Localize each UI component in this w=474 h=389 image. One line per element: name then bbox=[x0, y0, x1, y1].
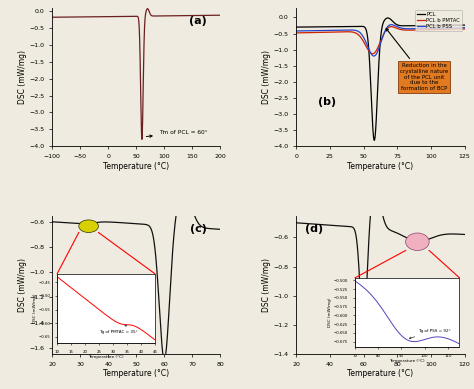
PCL bbox=[457, 23, 463, 28]
PCL b PMTAC bbox=[293, 31, 299, 35]
PCL b PSS bbox=[457, 26, 463, 30]
Text: Tm of PCL = 60°: Tm of PCL = 60° bbox=[146, 130, 208, 137]
Text: (b): (b) bbox=[318, 97, 336, 107]
PCL b PSS bbox=[389, 22, 394, 27]
X-axis label: Temperature (°C): Temperature (°C) bbox=[103, 162, 169, 171]
Text: (a): (a) bbox=[189, 16, 207, 26]
PCL bbox=[462, 23, 467, 28]
PCL bbox=[372, 138, 377, 143]
PCL b PMTAC bbox=[426, 27, 432, 32]
PCL bbox=[293, 25, 299, 30]
X-axis label: Temperature (°C): Temperature (°C) bbox=[347, 162, 413, 171]
PCL b PSS bbox=[457, 26, 463, 30]
PCL b PMTAC bbox=[457, 27, 463, 32]
PCL b PSS bbox=[375, 48, 381, 53]
PCL b PSS bbox=[302, 28, 308, 33]
PCL b PSS bbox=[371, 54, 376, 58]
PCL b PSS bbox=[426, 26, 432, 31]
X-axis label: Temperature (°C): Temperature (°C) bbox=[347, 370, 413, 378]
PCL b PMTAC bbox=[371, 51, 376, 56]
Line: PCL b PSS: PCL b PSS bbox=[296, 25, 465, 56]
Ellipse shape bbox=[406, 233, 429, 251]
Ellipse shape bbox=[79, 220, 99, 233]
Line: PCL: PCL bbox=[296, 18, 465, 140]
PCL b PMTAC bbox=[370, 51, 375, 56]
PCL b PMTAC bbox=[302, 30, 308, 35]
PCL bbox=[426, 23, 432, 28]
PCL b PSS bbox=[293, 29, 299, 33]
Y-axis label: DSC (mW/mg): DSC (mW/mg) bbox=[18, 50, 27, 104]
PCL b PMTAC bbox=[457, 27, 463, 32]
PCL bbox=[457, 23, 463, 28]
Y-axis label: DSC (mW/mg): DSC (mW/mg) bbox=[262, 50, 271, 104]
PCL b PSS bbox=[371, 54, 377, 58]
PCL bbox=[385, 16, 391, 20]
Legend: PCL, PCL b PMTAC, PCL b PSS: PCL, PCL b PMTAC, PCL b PSS bbox=[415, 11, 462, 31]
X-axis label: Temperature (°C): Temperature (°C) bbox=[103, 370, 169, 378]
Text: (d): (d) bbox=[305, 224, 323, 234]
PCL b PMTAC bbox=[462, 26, 467, 31]
Text: (c): (c) bbox=[190, 224, 207, 234]
Y-axis label: DSC (mW/mg): DSC (mW/mg) bbox=[18, 258, 27, 312]
PCL bbox=[375, 76, 381, 81]
PCL b PMTAC bbox=[388, 25, 394, 29]
Line: PCL b PMTAC: PCL b PMTAC bbox=[296, 27, 465, 54]
Text: Reduction in the
crystalline nature
of the PCL unit
due to the
formation of BCP: Reduction in the crystalline nature of t… bbox=[386, 29, 448, 91]
Y-axis label: DSC (mW/mg): DSC (mW/mg) bbox=[262, 258, 271, 312]
PCL b PMTAC bbox=[375, 45, 381, 49]
PCL bbox=[371, 135, 376, 140]
PCL bbox=[302, 25, 308, 29]
PCL b PSS bbox=[462, 25, 467, 30]
